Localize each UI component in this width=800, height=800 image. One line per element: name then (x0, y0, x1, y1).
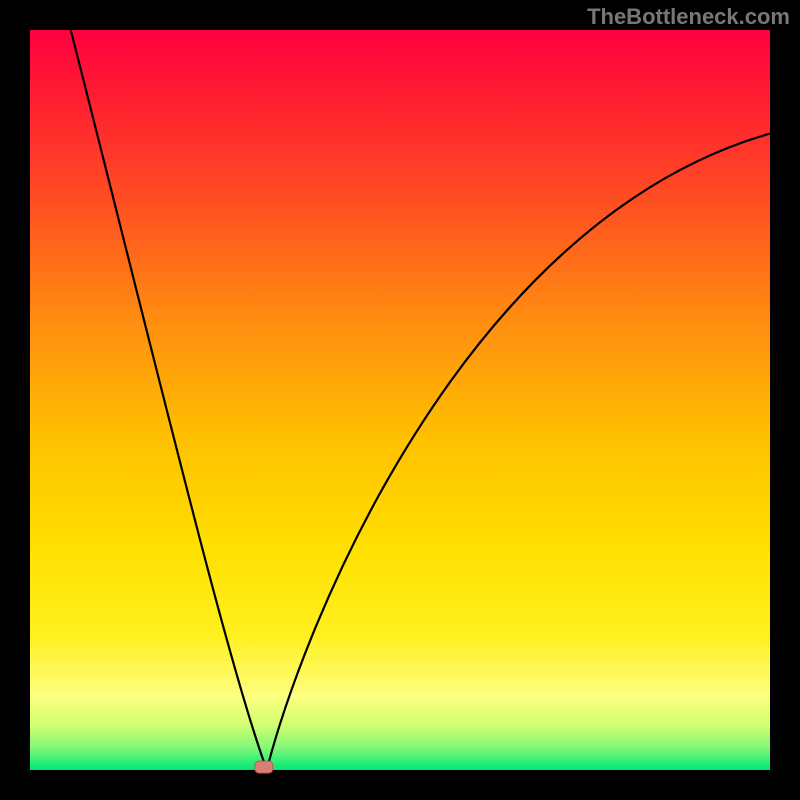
plot-background (30, 30, 770, 770)
chart-frame: TheBottleneck.com (0, 0, 800, 800)
chart-canvas (0, 0, 800, 800)
watermark-text: TheBottleneck.com (587, 4, 790, 30)
minimum-marker (255, 761, 273, 773)
